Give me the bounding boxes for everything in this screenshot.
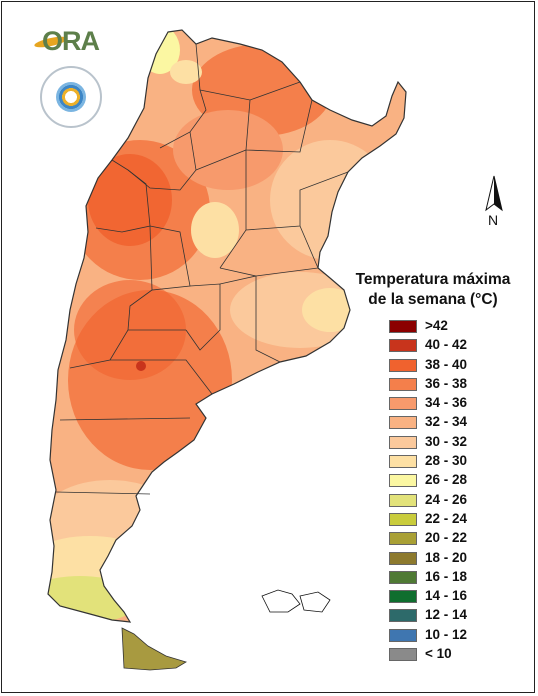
- legend-swatch: [389, 377, 417, 391]
- smn-seal-emblem-icon: [56, 82, 86, 112]
- legend-swatch: [389, 570, 417, 584]
- legend-swatch: [389, 339, 417, 353]
- legend-swatch: [389, 435, 417, 449]
- legend-swatch: [389, 609, 417, 623]
- legend-label: 26 - 28: [425, 472, 468, 488]
- legend-label: 36 - 38: [425, 375, 468, 391]
- legend-label: 10 - 12: [425, 626, 468, 642]
- legend-title: Temperatura máxima de la semana (°C): [336, 270, 530, 310]
- legend-label: 30 - 32: [425, 433, 468, 449]
- tierra-del-fuego: [121, 627, 187, 671]
- north-arrow-icon: [485, 175, 503, 212]
- legend-swatch: [389, 358, 417, 372]
- legend-swatch: [389, 648, 417, 662]
- legend-label: 16 - 18: [425, 568, 468, 584]
- legend-label: 20 - 22: [425, 530, 468, 546]
- legend-label: 14 - 16: [425, 588, 468, 604]
- legend-title-line2: de la semana (°C): [368, 291, 498, 308]
- legend-label: 28 - 30: [425, 453, 468, 469]
- legend-label: 38 - 40: [425, 356, 468, 372]
- legend-label: >42: [425, 318, 448, 333]
- legend-label: 22 - 24: [425, 510, 468, 526]
- ora-logo: ORA: [42, 26, 100, 56]
- legend-swatch: [389, 320, 417, 333]
- legend-swatch: [389, 628, 417, 642]
- legend-title-line1: Temperatura máxima: [355, 271, 511, 288]
- legend-label: 12 - 14: [425, 607, 468, 623]
- legend-label: 40 - 42: [425, 337, 468, 353]
- islas-malvinas: [261, 589, 331, 613]
- legend-swatch: [389, 416, 417, 430]
- legend-swatch: [389, 493, 417, 507]
- province-borders: [47, 29, 407, 623]
- legend-swatch: [389, 590, 417, 604]
- legend-label: < 10: [425, 646, 452, 662]
- legend-swatch: [389, 474, 417, 488]
- smn-seal-logo: [40, 66, 102, 128]
- legend-swatch: [389, 512, 417, 526]
- legend-swatch: [389, 397, 417, 411]
- legend-swatch: [389, 532, 417, 546]
- legend-swatch: [389, 551, 417, 565]
- legend-label: 34 - 36: [425, 395, 468, 411]
- legend-label: 24 - 26: [425, 491, 468, 507]
- legend-label: 18 - 20: [425, 549, 468, 565]
- north-arrow-label: N: [488, 212, 499, 228]
- legend-label: 32 - 34: [425, 414, 468, 430]
- legend-swatch: [389, 455, 417, 469]
